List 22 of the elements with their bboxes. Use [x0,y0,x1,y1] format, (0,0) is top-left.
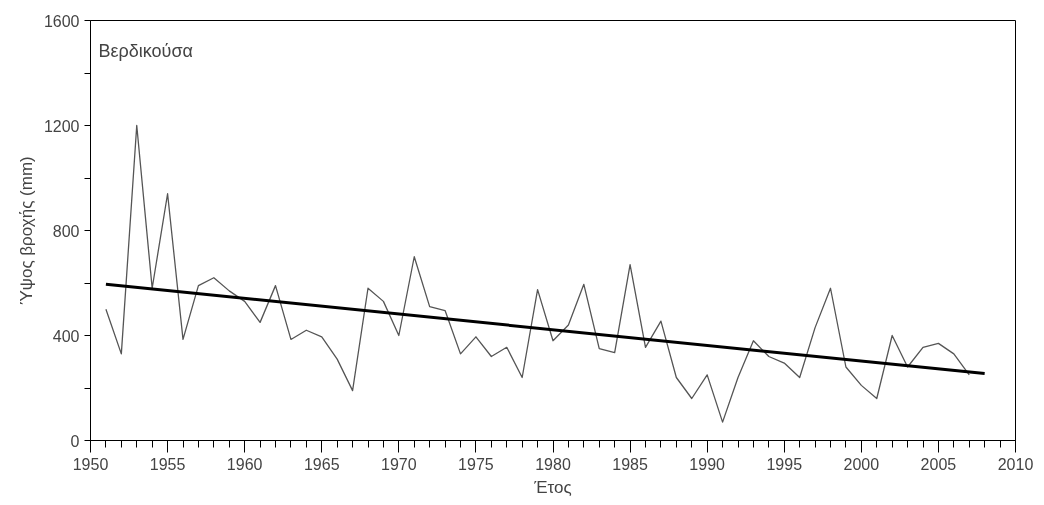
x-tick-label: 1990 [689,455,726,473]
x-tick-label: 1965 [303,455,340,473]
x-tick-label: 1960 [226,455,263,473]
x-axis-title: Έτος [533,477,572,497]
y-tick-label: 400 [52,327,80,345]
x-tick-label: 1975 [458,455,494,473]
x-tick-label: 1970 [381,455,417,473]
line-series [105,124,970,423]
x-tick-label: 1995 [766,455,803,473]
y-axis-title: Ύψος βροχής (mm) [16,156,36,305]
y-tick-label: 1600 [43,12,80,30]
x-tick-label: 1980 [535,455,571,473]
x-tick-label: 1985 [612,455,648,473]
x-tick-label: 2000 [843,455,880,473]
y-tick-label: 0 [70,432,80,450]
text: Βερδικούσα [98,40,193,61]
x-tick-label: 2005 [920,455,957,473]
y-tick-label: 800 [52,222,80,240]
x-tick-label: 1955 [149,455,186,473]
y-tick-label: 1200 [43,117,80,135]
x-tick-label: 1950 [72,455,109,473]
x-tick-label: 2010 [997,455,1034,473]
